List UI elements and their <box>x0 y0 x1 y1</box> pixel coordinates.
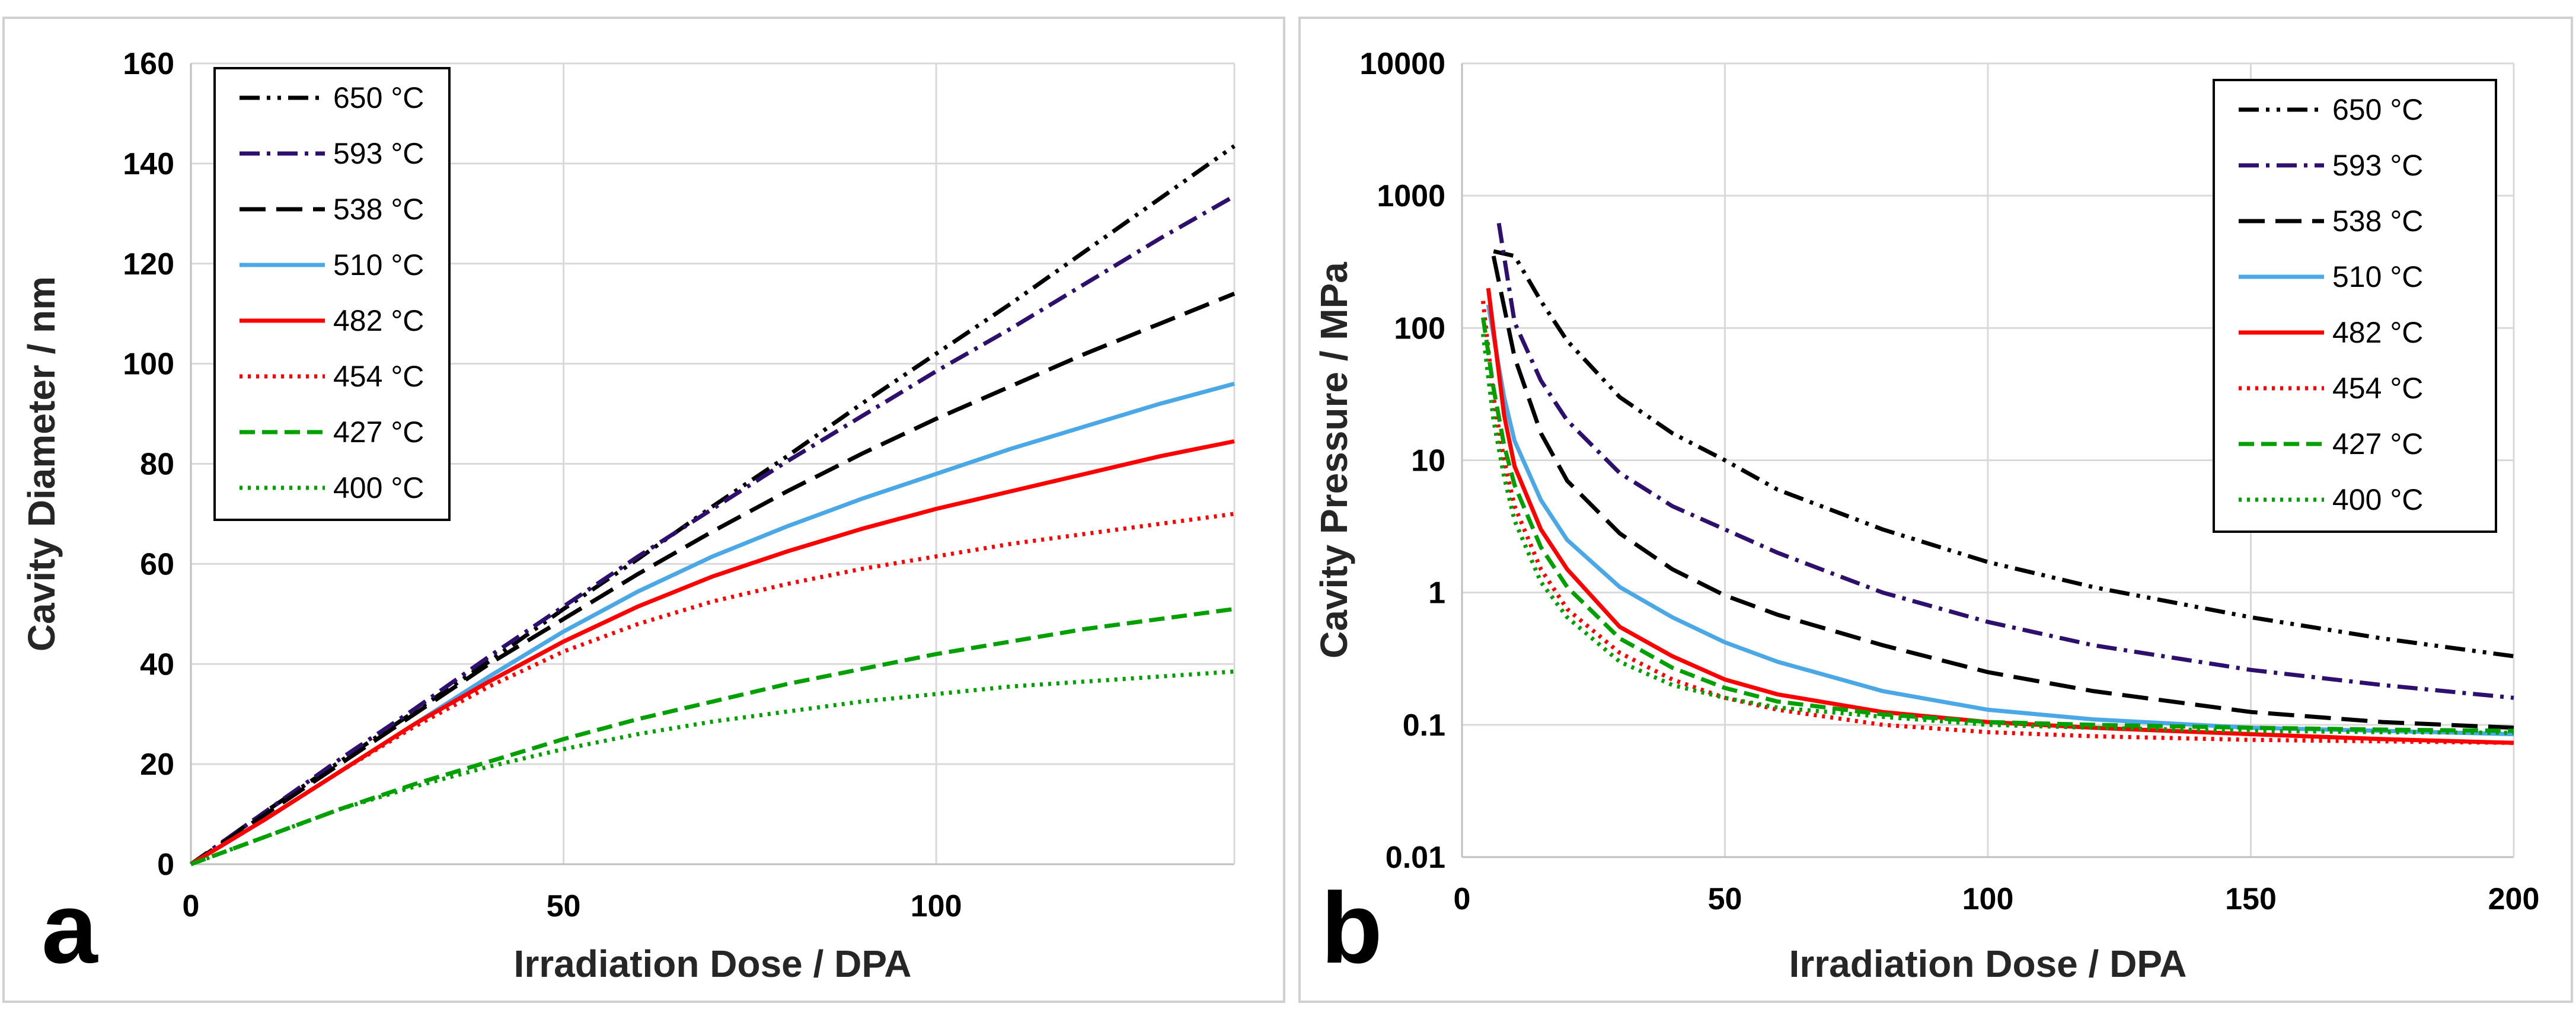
legend-label: 427 °C <box>333 416 424 449</box>
legend-label: 538 °C <box>333 193 424 226</box>
x-tick-label: 100 <box>1962 882 2014 916</box>
legend-label: 454 °C <box>333 360 424 393</box>
series-line-593c <box>1496 222 2514 700</box>
x-tick-label: 50 <box>547 889 581 923</box>
y-tick-label: 0 <box>157 848 174 882</box>
x-tick-label: 0 <box>183 889 200 923</box>
panel-letter: a <box>42 872 98 985</box>
series-line-538c <box>190 292 1236 866</box>
legend-label: 510 °C <box>333 248 424 282</box>
x-tick-label: 200 <box>2488 882 2540 916</box>
legend-label: 454 °C <box>2332 372 2423 405</box>
panel-b-chart: 0.01 0.1 1 10 100 1000 10000 0 50 100 150 200 Cavity… <box>1313 47 2539 985</box>
y-axis-label: Cavity Diameter / nm <box>20 276 63 651</box>
y-tick-label: 1 <box>1428 576 1445 611</box>
y-tick-label: 160 <box>123 47 174 81</box>
legend-label: 482 °C <box>333 304 424 337</box>
legend-box <box>213 67 451 521</box>
legend-label: 400 °C <box>2332 483 2423 516</box>
y-tick-label: 60 <box>140 547 174 581</box>
y-tick-label: 0.01 <box>1386 841 1445 875</box>
panel-a-frame <box>2 17 1285 1003</box>
legend-label: 650 °C <box>333 81 424 114</box>
series-line-427c <box>1481 317 2514 733</box>
y-axis-label: Cavity Pressure / MPa <box>1313 262 1355 659</box>
series-line-650c <box>1493 249 2514 659</box>
y-tick-label: 120 <box>123 247 174 282</box>
y-tick-label: 100 <box>1394 311 1445 346</box>
y-tick-label: 80 <box>140 448 174 482</box>
x-tick-label: 100 <box>911 889 962 923</box>
series-line-454c <box>1481 301 2514 745</box>
series-line-650c <box>189 144 1236 866</box>
legend-label: 650 °C <box>2332 93 2423 126</box>
legend-label: 427 °C <box>2332 427 2423 461</box>
series-line-454c <box>190 512 1235 866</box>
series-line-482c <box>1486 287 2514 745</box>
legend-label: 400 °C <box>333 471 424 504</box>
x-axis-label: Irradiation Dose / DPA <box>514 942 912 985</box>
x-axis-label: Irradiation Dose / DPA <box>1789 942 2187 985</box>
x-tick-label: 150 <box>2225 882 2277 916</box>
legend-label: 593 °C <box>2332 149 2423 182</box>
y-tick-label: 10 <box>1411 444 1445 478</box>
y-tick-label: 40 <box>140 647 174 682</box>
series-line-538c <box>1491 255 2514 730</box>
legend-label: 593 °C <box>333 137 424 170</box>
y-tick-label: 140 <box>123 147 174 181</box>
y-tick-label: 10000 <box>1359 47 1445 81</box>
y-tick-label: 1000 <box>1377 179 1445 213</box>
series-line-400c <box>1481 334 2514 735</box>
panel-letter: b <box>1321 872 1383 985</box>
legend-label: 510 °C <box>2332 260 2423 293</box>
x-tick-label: 50 <box>1708 882 1742 916</box>
x-tick-label: 0 <box>1454 882 1471 916</box>
panel-a-chart: 0 20 40 60 80 100 120 140 160 0 50 100 Cavity Diamet… <box>20 47 1236 985</box>
y-tick-label: 0.1 <box>1403 708 1445 743</box>
y-tick-label: 100 <box>123 347 174 382</box>
legend-box <box>2213 79 2497 533</box>
y-tick-label: 20 <box>140 747 174 782</box>
legend-label: 538 °C <box>2332 204 2423 238</box>
series-line-400c <box>190 669 1235 867</box>
series-line-593c <box>189 194 1236 866</box>
legend-label: 482 °C <box>2332 316 2423 349</box>
series-line-482c <box>190 439 1235 866</box>
